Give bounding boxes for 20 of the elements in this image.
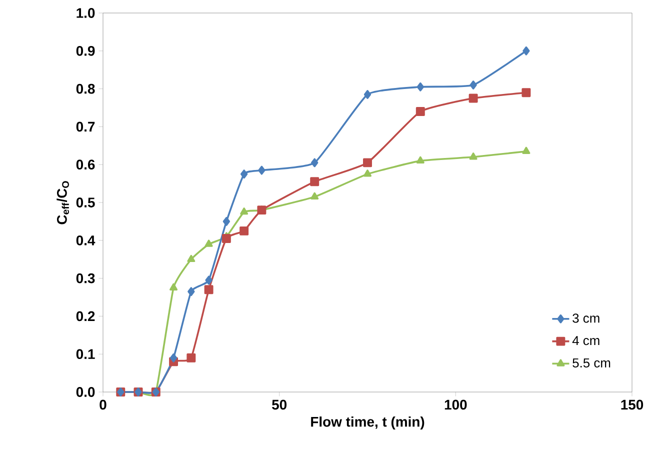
y-tick-label: 0.9 [76,46,95,56]
x-tick-label: 100 [444,400,467,410]
y-tick-label: 0.6 [76,160,95,170]
y-tick-label: 0.2 [76,311,95,322]
y-tick-label: 0.1 [76,349,95,360]
y-tick-label: 0.8 [76,84,95,94]
legend-label: 5.5 cm [572,358,610,368]
legend-label: 3 cm [572,314,600,323]
y-axis-title: C$_{eff}$/C$_{O}$ [56,181,69,224]
y-tick-label: 0.0 [76,387,95,397]
y-tick-label: 0.4 [76,235,96,246]
x-axis-title: Flow time, t (min) [311,416,424,430]
y-tick-label: 0.3 [76,273,95,284]
legend-label: 4 cm [572,336,600,346]
y-tick-label: 1.0 [76,8,95,18]
x-tick-label: 50 [272,400,287,410]
x-tick-label: 150 [621,400,644,410]
x-tick-label: 0 [100,400,106,410]
y-tick-label: 0.5 [76,198,95,208]
y-tick-label: 0.7 [76,122,95,132]
